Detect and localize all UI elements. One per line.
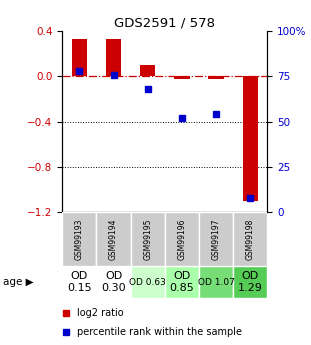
Text: age ▶: age ▶ bbox=[3, 277, 34, 287]
Text: OD
0.30: OD 0.30 bbox=[101, 271, 126, 293]
Bar bbox=[140, 65, 156, 76]
Bar bbox=[72, 39, 87, 76]
Text: GSM99196: GSM99196 bbox=[178, 218, 186, 260]
Bar bbox=[199, 266, 233, 298]
Text: GSM99197: GSM99197 bbox=[212, 218, 220, 260]
Bar bbox=[62, 266, 96, 298]
Bar bbox=[208, 76, 224, 79]
Bar bbox=[62, 212, 96, 266]
Text: OD
0.15: OD 0.15 bbox=[67, 271, 92, 293]
Bar bbox=[243, 76, 258, 201]
Bar bbox=[174, 76, 190, 79]
Bar bbox=[131, 266, 165, 298]
Text: OD 1.07: OD 1.07 bbox=[198, 277, 234, 287]
Title: GDS2591 / 578: GDS2591 / 578 bbox=[114, 17, 215, 30]
Text: GSM99198: GSM99198 bbox=[246, 218, 255, 259]
Bar bbox=[96, 266, 131, 298]
Bar bbox=[165, 266, 199, 298]
Bar bbox=[96, 212, 131, 266]
Text: GSM99193: GSM99193 bbox=[75, 218, 84, 260]
Bar bbox=[165, 212, 199, 266]
Text: percentile rank within the sample: percentile rank within the sample bbox=[77, 327, 242, 337]
Text: OD
1.29: OD 1.29 bbox=[238, 271, 263, 293]
Text: OD 0.63: OD 0.63 bbox=[129, 277, 166, 287]
Bar bbox=[131, 212, 165, 266]
Text: GSM99194: GSM99194 bbox=[109, 218, 118, 260]
Text: OD
0.85: OD 0.85 bbox=[169, 271, 194, 293]
Bar bbox=[199, 212, 233, 266]
Text: log2 ratio: log2 ratio bbox=[77, 308, 123, 318]
Bar bbox=[233, 212, 267, 266]
Bar bbox=[233, 266, 267, 298]
Bar bbox=[106, 39, 121, 76]
Text: GSM99195: GSM99195 bbox=[143, 218, 152, 260]
